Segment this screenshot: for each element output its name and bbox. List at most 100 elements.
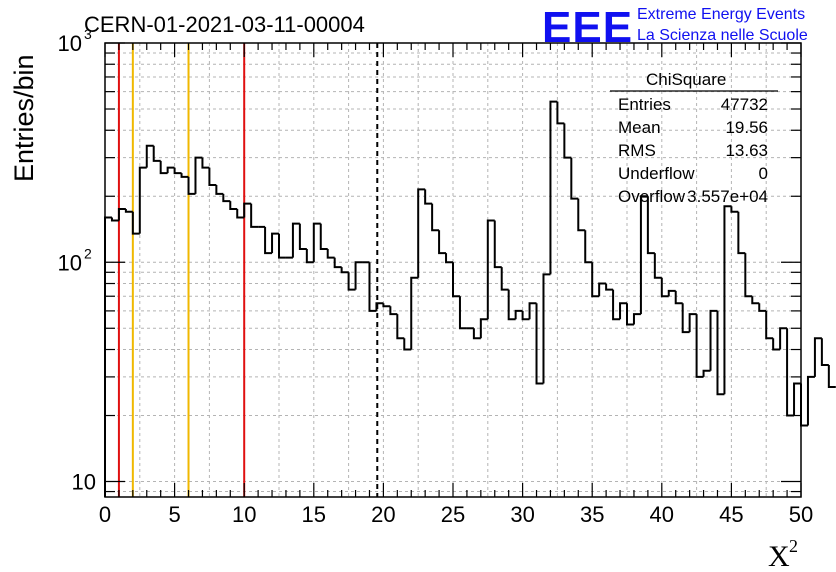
histogram-bin (424, 189, 433, 205)
histogram-bin (695, 314, 704, 378)
stats-label-entries: Entries (618, 95, 671, 114)
histogram-bin (709, 309, 718, 371)
histogram-bin (556, 101, 565, 125)
x-tick-label: 35 (580, 502, 604, 527)
histogram-bin (800, 383, 808, 427)
histogram-bin (375, 302, 384, 311)
histogram-bin (403, 338, 412, 351)
histogram-bin (535, 303, 544, 385)
eee-logo-block: EEE Extreme Energy Events La Scienza nel… (542, 3, 808, 52)
histogram-bin (723, 205, 732, 395)
histogram-bin (312, 222, 321, 263)
histogram-bin (479, 318, 488, 339)
x-tick-label: 20 (371, 502, 395, 527)
histogram-bin (166, 166, 175, 174)
histogram-bin (110, 217, 119, 222)
histogram-bin (577, 198, 586, 232)
stats-value-rms: 13.63 (725, 141, 768, 160)
histogram-bin (368, 262, 377, 312)
stats-value-overflow: 3.557e+04 (687, 187, 768, 206)
histogram-bin (779, 327, 788, 350)
histogram-bin (417, 188, 426, 278)
stats-title: ChiSquare (646, 70, 726, 89)
y-axis-label: Entries/bin (9, 54, 39, 182)
x-axis-label-superscript: 2 (789, 536, 798, 556)
histogram-bin (605, 283, 614, 291)
histogram-bin (410, 276, 419, 350)
stats-label-mean: Mean (618, 118, 661, 137)
histogram-bin (744, 253, 753, 298)
histogram-bin (688, 313, 697, 333)
histogram-bin (486, 219, 495, 320)
histogram-bin (271, 232, 279, 254)
histogram-bin (542, 273, 551, 384)
x-axis-label: X (768, 540, 790, 572)
histogram-bin (653, 253, 662, 279)
histogram-bin (806, 375, 815, 426)
marker-lines (117, 43, 379, 497)
histogram-bin (222, 193, 231, 203)
stats-value-underflow: 0 (759, 164, 768, 183)
histogram-bin (521, 310, 530, 321)
histogram-bin (187, 176, 196, 195)
chart-title: CERN-01-2021-03-11-00004 (84, 12, 365, 37)
histogram-bin (201, 157, 210, 169)
histogram-bin (626, 303, 634, 326)
x-tick-label: 40 (650, 502, 674, 527)
x-tick-label: 10 (232, 502, 256, 527)
histogram-bin (751, 296, 760, 305)
y-tick-label: 10 (72, 470, 96, 495)
histogram-bin (173, 167, 182, 175)
histogram-bin (591, 262, 600, 298)
histogram-bin (159, 160, 168, 175)
histogram-bin (340, 267, 349, 274)
histogram-bin (152, 145, 161, 162)
histogram-bin (793, 382, 801, 416)
histogram-bin (319, 223, 328, 250)
histogram-bin (278, 233, 286, 259)
histogram-bin (674, 290, 683, 305)
histogram-bin (737, 211, 746, 255)
histogram-bin (305, 248, 314, 264)
histogram-bin (431, 203, 440, 232)
histogram-bin (681, 303, 690, 334)
histogram-bin (820, 338, 829, 366)
y-tick-label-exponent: 3 (84, 26, 92, 42)
x-tick-label: 25 (441, 502, 465, 527)
histogram-bin (493, 220, 502, 269)
histogram-bin (507, 289, 516, 321)
histogram-bins (104, 100, 836, 497)
histogram-bin (758, 303, 767, 312)
histogram-bin (528, 302, 537, 320)
histogram-bin (514, 309, 523, 320)
histogram-bin (452, 262, 460, 298)
histogram-bin (298, 223, 307, 250)
histogram-bin (472, 328, 481, 340)
stats-label-overflow: Overflow (618, 187, 686, 206)
histogram-bin (786, 328, 795, 417)
histogram-bin (382, 303, 391, 308)
histogram-bin (619, 302, 627, 320)
x-tick-label: 15 (302, 502, 326, 527)
histogram-bin (445, 253, 453, 264)
histogram-bin (354, 261, 363, 290)
histogram-bin (250, 203, 259, 228)
histogram-bin (584, 230, 593, 264)
histogram-bin (104, 216, 112, 497)
x-tick-label: 5 (168, 502, 180, 527)
stats-label-rms: RMS (618, 141, 656, 160)
histogram-bin (702, 369, 711, 377)
x-axis-label-group: X 2 (768, 536, 798, 572)
histogram-bin (765, 310, 774, 340)
histogram-bin (813, 337, 822, 377)
stats-value-entries: 47732 (721, 95, 768, 114)
stats-value-mean: 19.56 (725, 118, 768, 137)
histogram-bin (236, 208, 245, 219)
histogram-bin (145, 144, 154, 168)
histogram-bin (716, 310, 725, 396)
histogram-bin (138, 166, 147, 234)
histogram-bin (438, 230, 447, 255)
histogram-bin (117, 207, 126, 221)
